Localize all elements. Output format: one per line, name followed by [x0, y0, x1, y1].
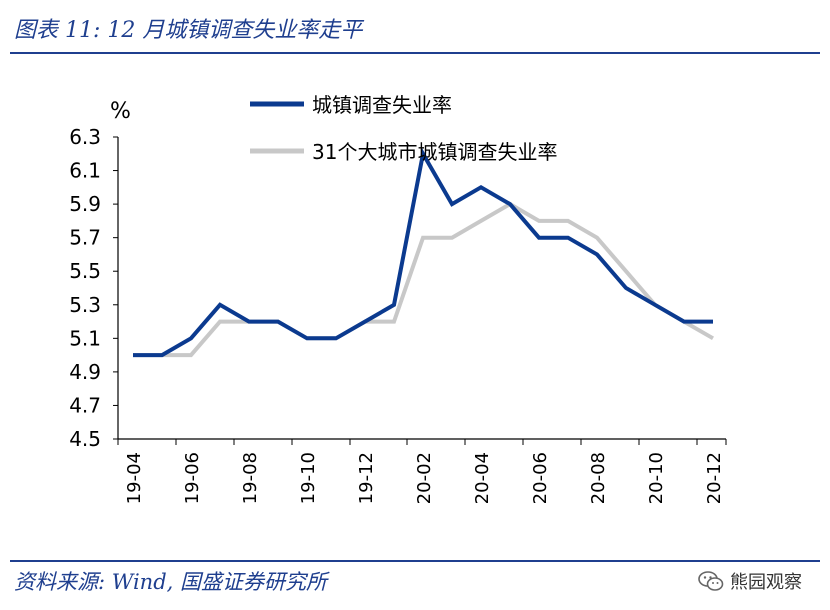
- title-divider: [10, 52, 820, 54]
- x-tick-label: 20-02: [414, 452, 435, 504]
- line-chart: % 6.3 6.1 5.9 5.7 5.5 5.3 5.1 4.9 4.7 4.5 19-04 19-0…: [69, 93, 727, 504]
- watermark: 熊园观察: [698, 568, 802, 594]
- y-tick-label: 4.5: [69, 427, 101, 451]
- y-tick-label: 5.5: [69, 259, 101, 283]
- x-tick-label: 20-08: [588, 452, 609, 504]
- figure-title: 图表 11: 12 月城镇调查失业率走平: [14, 18, 363, 43]
- x-tick-label: 19-04: [124, 452, 145, 504]
- x-tick-label: 19-06: [182, 452, 203, 504]
- y-tick-label: 4.9: [69, 360, 101, 384]
- y-axis-unit: %: [110, 99, 131, 124]
- source-note: 资料来源: Wind, 国盛证券研究所: [14, 570, 327, 594]
- x-tick-label: 20-12: [704, 452, 725, 504]
- y-tick-label: 4.7: [69, 393, 101, 417]
- x-tick-label: 19-08: [240, 452, 261, 504]
- y-tick-label: 6.1: [69, 159, 101, 183]
- y-tick-label: 5.1: [69, 326, 101, 350]
- y-tick-label: 5.3: [69, 293, 101, 317]
- watermark-text: 熊园观察: [730, 572, 802, 593]
- y-tick-label: 6.3: [69, 125, 101, 149]
- wechat-logo-icon: [698, 571, 724, 591]
- x-tick-label: 20-06: [530, 452, 551, 504]
- x-tick-label: 20-04: [472, 452, 493, 504]
- series-line-0: [133, 148, 713, 358]
- legend-label-0: 城镇调查失业率: [312, 93, 452, 117]
- y-tick-label: 5.7: [69, 226, 101, 250]
- series-line-1: [133, 201, 714, 358]
- y-tick-label: 5.9: [69, 192, 101, 216]
- x-tick-label: 19-10: [298, 452, 319, 504]
- legend-label-1: 31个大城市城镇调查失业率: [312, 140, 557, 164]
- x-tick-label: 20-10: [646, 452, 667, 504]
- source-divider: [10, 560, 820, 562]
- x-tick-label: 19-12: [356, 452, 377, 504]
